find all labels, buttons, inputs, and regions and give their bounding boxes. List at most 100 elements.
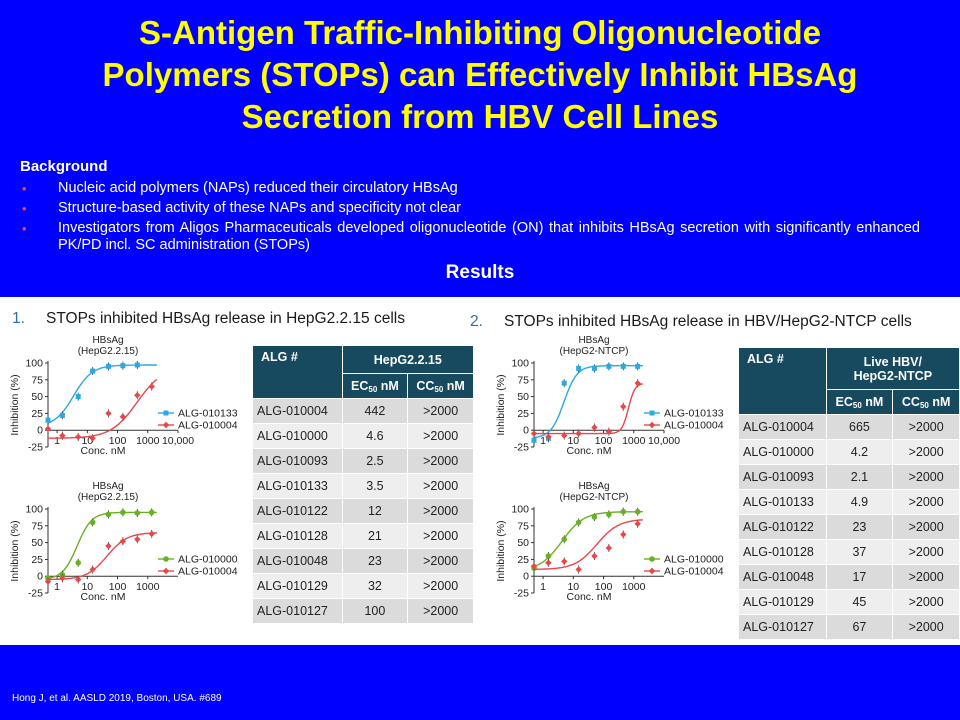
cell-ec50: 67: [825, 614, 894, 640]
data-point: [545, 433, 552, 441]
cell-alg: ALG-010048: [738, 564, 827, 590]
cell-alg: ALG-010000: [252, 423, 343, 449]
table-row: ALG-010133 3.5 >2000: [252, 473, 474, 499]
table-row: ALG-010128 21 >2000: [252, 523, 474, 549]
x-tick-label: 1000: [622, 435, 646, 447]
cell-cc50: >2000: [892, 614, 960, 640]
data-point: [620, 363, 626, 369]
x-tick-label: 1000: [136, 581, 160, 593]
x-tick-label: 10: [567, 435, 579, 447]
y-axis-label: Inhibition (%): [495, 520, 507, 581]
col-header-group: Live HBV/HepG2-NTCP: [825, 347, 960, 390]
x-axis-label: Conc. nM: [81, 591, 126, 603]
data-point: [561, 380, 567, 386]
data-point: [591, 552, 598, 560]
cell-alg: ALG-010093: [252, 448, 343, 474]
data-point: [59, 412, 65, 418]
x-tick-label: 1000: [136, 435, 160, 447]
table-row: ALG-010122 23 >2000: [738, 514, 960, 540]
cell-alg: ALG-010133: [252, 473, 343, 499]
data-point: [134, 510, 141, 516]
cell-alg: ALG-010127: [252, 598, 343, 624]
data-point: [105, 363, 111, 369]
cell-alg: ALG-010122: [252, 498, 343, 524]
results-panel: 1. STOPs inhibited HBsAg release in HepG2…: [0, 297, 960, 645]
table-row: ALG-010122 12 >2000: [252, 498, 474, 524]
data-point: [634, 520, 641, 527]
cell-alg: ALG-010093: [738, 464, 827, 490]
panel-1-number: 1.: [12, 310, 25, 327]
chart-hepg2215-alg010000: HBsAg (HepG2.2.15) -25 0 25 50 75 100 1 10 100 1000…: [8, 479, 248, 615]
cell-ec50: 17: [825, 564, 894, 590]
chart-ntcp-alg010133: HBsAg (HepG2-NTCP) -25 0 25 50 75 100 1 10 100 1000…: [494, 333, 734, 469]
cell-cc50: >2000: [407, 448, 474, 474]
data-point: [134, 392, 141, 399]
chart-title: HBsAg: [92, 481, 123, 492]
fit-curve-ALG-010004: [534, 519, 643, 570]
y-tick-label: -25: [514, 588, 529, 600]
cell-cc50: >2000: [407, 598, 474, 624]
x-tick-label: 1000: [622, 581, 646, 593]
x-tick-label: 100: [595, 581, 613, 593]
col-header-alg: ALG #: [252, 345, 343, 399]
chart-ntcp-alg010000: HBsAg (HepG2-NTCP) -25 0 25 50 75 100 1 10 100 1000…: [494, 479, 734, 615]
data-point: [606, 363, 612, 369]
cell-cc50: >2000: [407, 423, 474, 449]
bullet-dot-icon: •: [22, 181, 27, 196]
y-tick-label: -25: [28, 442, 43, 454]
cell-cc50: >2000: [407, 473, 474, 499]
legend-marker: [649, 556, 655, 562]
data-point: [119, 413, 127, 420]
x-tick-label: 10: [81, 581, 93, 593]
cell-alg: ALG-010127: [738, 614, 827, 640]
chart-svg: HBsAg(HepG2.2.15) -25 0 25 50 75 100 1 10 100 1000…: [9, 481, 238, 603]
cell-ec50: 3.5: [341, 473, 409, 499]
ntcp-table: ALG # Live HBV/HepG2-NTCP EC50 nM CC50 n…: [738, 347, 960, 640]
x-axis-label: Conc. nM: [567, 445, 612, 457]
col-header-ec50: EC50 nM: [341, 373, 409, 399]
table-row: ALG-010129 45 >2000: [738, 589, 960, 615]
fit-curve-ALG-010004: [534, 383, 644, 435]
cell-cc50: >2000: [892, 564, 960, 590]
data-point: [605, 544, 613, 552]
x-tick-label: 10,000: [162, 435, 194, 447]
cell-cc50: >2000: [892, 514, 960, 540]
panel-2-title: 2. STOPs inhibited HBsAg release in HBV/H…: [470, 313, 912, 331]
data-point: [545, 553, 552, 559]
cell-cc50: >2000: [892, 414, 960, 440]
cell-ec50: 32: [341, 573, 409, 599]
data-point: [635, 363, 641, 369]
x-tick-label: 100: [595, 435, 613, 447]
data-point: [591, 514, 598, 520]
data-point: [44, 425, 52, 433]
slide-title: S-Antigen Traffic-Inhibiting Oligonucleo…: [0, 12, 960, 138]
cell-ec50: 45: [825, 589, 894, 615]
legend-label: ALG-010004: [664, 566, 724, 578]
data-point: [59, 432, 66, 439]
cell-cc50: >2000: [892, 589, 960, 615]
data-point: [120, 509, 126, 516]
col-header-alg: ALG #: [738, 347, 827, 415]
cell-ec50: 442: [341, 398, 409, 424]
table-row: ALG-010004 665 >2000: [738, 414, 960, 440]
y-tick-label: 25: [517, 408, 529, 420]
cell-cc50: >2000: [407, 498, 474, 524]
y-tick-label: 0: [37, 425, 43, 437]
data-point: [530, 430, 538, 437]
bullet-dot-icon: •: [22, 201, 27, 216]
data-point: [148, 530, 155, 538]
legend-label: ALG-010004: [664, 420, 724, 432]
table-row: ALG-010127 100 >2000: [252, 598, 474, 624]
data-point: [105, 410, 112, 417]
legend-label: ALG-010000: [664, 554, 724, 566]
cell-ec50: 100: [341, 598, 409, 624]
cell-alg: ALG-010128: [252, 523, 343, 549]
data-point: [591, 365, 597, 371]
background-section: Background • Nucleic acid polymers (NAPs)…: [20, 157, 920, 254]
results-heading: Results: [445, 262, 515, 283]
bullet-item: • Structure-based activity of these NAPs …: [20, 200, 920, 217]
y-tick-label: -25: [28, 588, 43, 600]
y-tick-label: 25: [31, 408, 43, 420]
y-tick-label: 100: [25, 504, 43, 516]
chart-svg: HBsAg(HepG2-NTCP) -25 0 25 50 75 100 1 10 100 1000…: [495, 481, 724, 603]
